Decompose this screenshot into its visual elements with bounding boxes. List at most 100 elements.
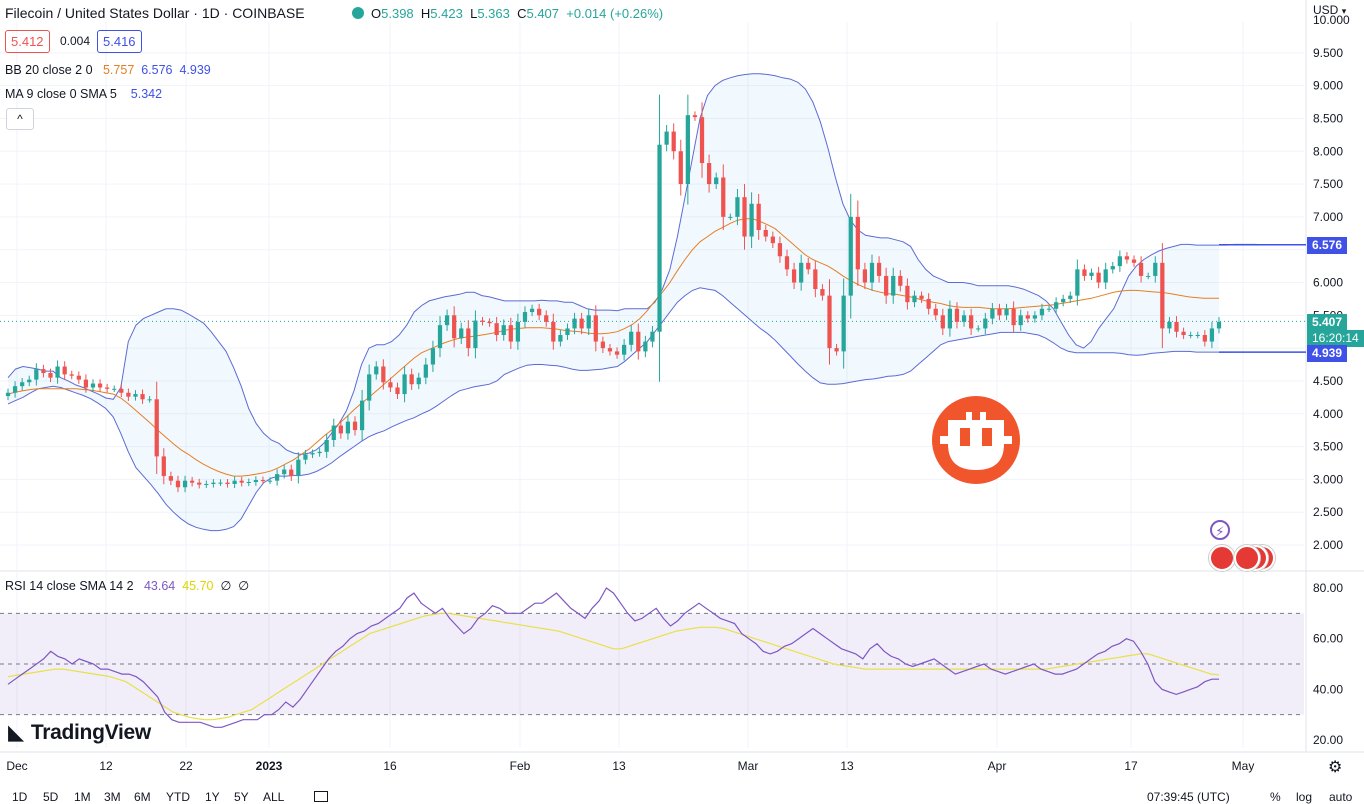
candle-body (423, 364, 428, 378)
candle-body (310, 453, 315, 455)
price-tick-label: 2.500 (1313, 505, 1343, 519)
candle-body (508, 325, 513, 342)
range-all[interactable]: ALL (263, 790, 285, 804)
candle-body (1188, 335, 1193, 336)
price-tick-label: 7.000 (1313, 210, 1343, 224)
candle-body (274, 474, 280, 481)
price-tick-label: 8.000 (1313, 144, 1343, 158)
candle-body (940, 315, 945, 329)
candle-body (1032, 315, 1037, 319)
candle-body (579, 318, 584, 329)
us-flag-icon[interactable] (1234, 545, 1260, 571)
candle-body (593, 315, 598, 342)
collapse-legend-button[interactable]: ^ (6, 108, 34, 130)
candle-body (1039, 308, 1045, 316)
candle-body (1061, 298, 1066, 303)
range-5y[interactable]: 5Y (234, 790, 249, 804)
ma-legend[interactable]: MA 9 close 0 SMA 5 5.342 (5, 87, 162, 101)
candle-body (827, 295, 832, 349)
candle-body (41, 369, 46, 374)
time-tick-label: Feb (510, 759, 531, 773)
symbol-title[interactable]: Filecoin / United States Dollar · 1D · C… (5, 5, 305, 21)
range-1d[interactable]: 1D (12, 790, 28, 804)
candle-body (983, 318, 988, 329)
auto-toggle[interactable]: auto (1329, 790, 1353, 804)
gear-icon[interactable]: ⚙ (1328, 759, 1343, 776)
candle-body (487, 321, 492, 324)
log-toggle[interactable]: log (1296, 790, 1313, 804)
candle-body (1202, 335, 1207, 342)
clock-time[interactable]: 07:39:45 (UTC) (1147, 790, 1230, 804)
percent-toggle[interactable]: % (1270, 790, 1281, 804)
candle-body (1131, 259, 1137, 263)
candle-body (806, 262, 811, 270)
candle-body (147, 399, 152, 401)
candle-body (905, 285, 910, 303)
buy-price-button[interactable]: 5.416 (97, 30, 142, 53)
candle-body (551, 321, 556, 342)
calendar-icon[interactable] (314, 791, 328, 802)
range-3m[interactable]: 3M (104, 790, 121, 804)
sell-price-button[interactable]: 5.412 (5, 30, 50, 53)
candle-body (629, 331, 634, 345)
candle-body (239, 480, 244, 483)
candle-body (466, 328, 471, 349)
candle-body (600, 341, 606, 349)
rsi-tick-label: 20.00 (1313, 733, 1343, 747)
candle-body (161, 456, 166, 477)
candle-body (544, 315, 549, 322)
rsi-extra-1: ∅ (220, 579, 232, 593)
candle-body (969, 315, 974, 329)
ma-label: MA 9 close 0 SMA 5 (5, 87, 117, 101)
candle-body (1153, 262, 1158, 276)
currency-selector[interactable]: USD ▾ (1313, 3, 1346, 17)
candle-body (1096, 272, 1101, 283)
candle-body (671, 131, 676, 152)
bb-basis-value: 5.757 (102, 63, 135, 77)
candle-body (650, 331, 655, 342)
candle-body (452, 315, 457, 339)
rsi-sma-line (7, 612, 1220, 721)
range-1m[interactable]: 1M (74, 790, 91, 804)
candle-body (430, 348, 436, 365)
tradingview-logo[interactable]: ⁠◣ TradingView (8, 720, 151, 745)
candle-body (799, 262, 804, 283)
candle-body (416, 377, 421, 385)
candle-body (699, 117, 705, 164)
open-value: 5.398 (381, 6, 414, 21)
us-flag-icon[interactable] (1209, 545, 1235, 571)
candle-body (1216, 321, 1222, 329)
candle-body (714, 177, 719, 185)
candle-body (253, 480, 258, 482)
candle-body (1089, 272, 1094, 276)
rsi-line (7, 587, 1219, 728)
price-tick-label: 9.000 (1313, 79, 1343, 93)
coin-logo (932, 396, 1020, 484)
rsi-legend[interactable]: RSI 14 close SMA 14 2 43.64 45.70 ∅ ∅ (5, 578, 249, 593)
candle-body (1209, 328, 1215, 342)
candle-body (664, 131, 669, 145)
candle-body (1138, 262, 1144, 276)
bb-legend[interactable]: BB 20 close 2 0 5.757 6.576 4.939 (5, 63, 211, 77)
candle-body (105, 387, 110, 389)
lightning-icon[interactable]: ⚡ (1210, 520, 1230, 540)
candle-body (381, 366, 386, 383)
candle-body (501, 325, 506, 335)
range-ytd[interactable]: YTD (166, 790, 190, 804)
candle-body (395, 387, 400, 395)
price-tick-label: 4.500 (1313, 374, 1343, 388)
range-1y[interactable]: 1Y (205, 790, 220, 804)
candle-body (706, 163, 712, 185)
candle-body (494, 323, 499, 335)
candle-body (62, 366, 67, 375)
candle-body (324, 440, 329, 452)
range-6m[interactable]: 6M (134, 790, 151, 804)
chevron-down-icon: ▾ (1341, 6, 1347, 16)
bb-lower-value: 4.939 (179, 63, 211, 77)
price-tick-label: 6.000 (1313, 276, 1343, 290)
candle-body (1046, 308, 1052, 310)
range-5d[interactable]: 5D (43, 790, 59, 804)
candle-body (197, 482, 202, 485)
candle-body (997, 308, 1002, 316)
